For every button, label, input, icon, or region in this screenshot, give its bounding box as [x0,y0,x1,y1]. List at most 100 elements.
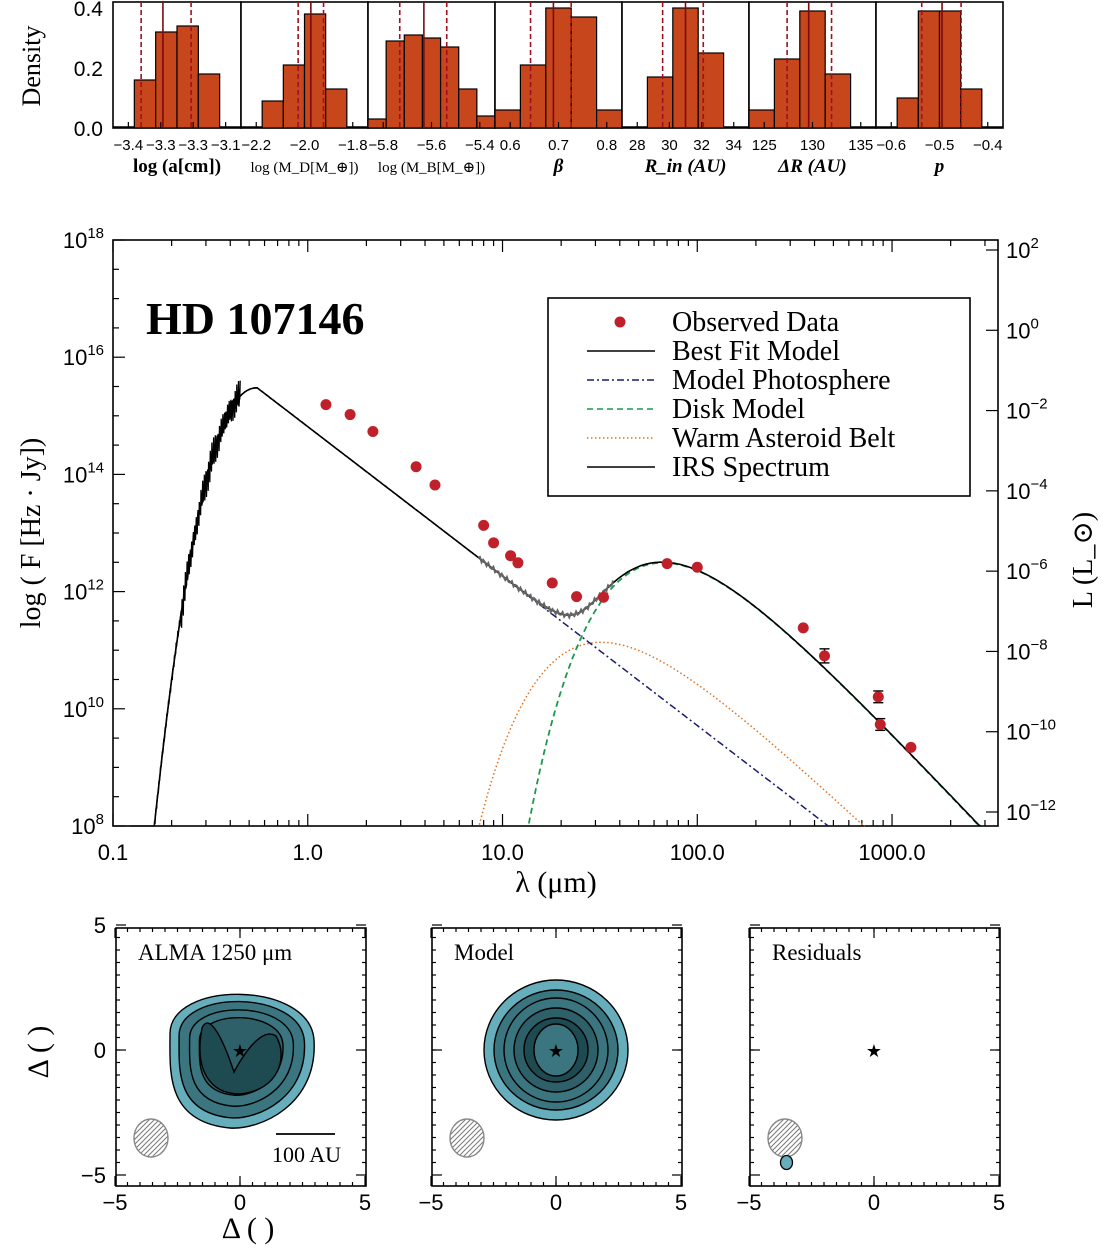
observed-point [367,425,379,437]
hist-bar [824,73,852,129]
hist-param-label: β [553,156,564,177]
beam-hatch-line [450,1119,484,1157]
images-ylabel: Δ ( ) [22,1026,55,1079]
image-panel-title: Residuals [772,940,861,965]
legend-label: Model Photosphere [672,365,891,396]
warm-belt-curve [478,641,865,827]
hist-xtick-label: 0.7 [548,137,569,154]
image-xtick-label: 0 [868,1190,880,1215]
stellar-spectrum [130,380,241,827]
hist-bar [403,34,424,129]
beam-hatch-line [768,1119,802,1157]
observed-point [505,550,517,562]
sed-ytick-label: 1016 [63,342,104,370]
observed-point [429,479,441,491]
observed-point [598,591,610,603]
legend-label: Best Fit Model [672,336,840,367]
hist-bar [545,7,572,129]
beam-hatch-line [450,1119,483,1157]
hist-xtick-label: −1.8 [338,137,368,154]
hist-bar [385,40,405,129]
beam-hatch-line [135,1119,168,1157]
hist-xtick-label: 0.8 [596,137,617,154]
observed-point [478,519,490,531]
beam-hatch [768,1119,802,1157]
beam-hatch-line [768,1119,801,1157]
hist-xtick-label: −3.4 [114,137,144,154]
star-marker: ★ [866,1041,882,1061]
star-marker: ★ [548,1041,564,1061]
hist-xtick-label: 34 [725,137,742,154]
hist-xtick-label: 125 [752,137,777,154]
hist-bar [519,64,547,129]
irs-spectrum [477,555,615,620]
image-xtick-label: 5 [359,1190,371,1215]
beam-hatch-line [134,1119,168,1157]
hist-bar [176,25,199,129]
beam-hatch-line [451,1119,484,1157]
beam-hatch-line [134,1119,167,1157]
sed-y2tick-label: 102 [1006,235,1039,263]
beam-hatch-line [768,1119,802,1157]
sed-ytick-label: 1010 [63,694,104,722]
hist-bar [896,97,919,129]
observed-point [488,537,500,549]
hist-xtick-label: −5.8 [368,137,398,154]
observed-point [512,557,524,569]
beam-hatch-line [134,1119,168,1157]
image-xtick-label: 0 [550,1190,562,1215]
disk-model-curve [528,561,981,827]
beam-hatch-line [450,1119,484,1157]
beam-hatch-line [450,1119,484,1157]
beam-ellipse [449,1118,485,1158]
sed-ytick-label: 1018 [63,225,104,253]
hist-param-label: p [933,156,945,177]
hist-bar [133,79,157,129]
hist-panel-4: 28 30 32 34 R_in (AU) [621,1,750,177]
observed-point [818,650,830,662]
beam-hatch-line [768,1119,802,1157]
hist-bar [595,109,623,129]
image-panel-1: 5 0 −5 ★ Model [418,924,687,1215]
images-xlabel: Δ ( ) [222,1212,275,1245]
hist-xtick-label: 0.6 [500,137,521,154]
hist-bar [748,109,775,129]
image-panel-0: 5 0 −5 100 AU ★ ALMA 1250 μm [102,924,371,1215]
image-xtick-label: −5 [418,1190,443,1215]
beam-hatch-line [134,1119,168,1157]
observed-point [344,409,356,421]
beam-hatch-line [768,1119,802,1157]
hist-bar [303,13,327,129]
beam-hatch [450,1119,484,1157]
sed-plot: HD 107146 log ( F [Hz · Jy]) L (L_⊙) λ (… [16,225,1099,899]
sed-xtick-label: 1000.0 [858,840,925,865]
hist-panel-3: 0.6 0.7 0.8 β [494,1,623,177]
hist-bar [960,88,983,129]
beam-ellipse [133,1118,169,1158]
sed-y2tick-label: 10−10 [1006,717,1056,745]
image-panels: Δ ( ) Δ ( ) 5 0 −5 100 AU ★ ALMA 1250 μm 5 0 −5 ★… [22,913,1005,1245]
sed-y2tick-label: 10−12 [1006,797,1056,825]
image-ytick-label: 5 [94,913,106,938]
hist-bar [155,31,178,129]
hist-xtick-label: −0.4 [973,137,1003,154]
sed-y2label: L (L_⊙) [1068,512,1099,608]
observed-point [872,691,884,703]
residual-blob [779,1154,794,1171]
hist-bar [570,16,598,129]
sed-xtick-label: 0.1 [98,840,129,865]
legend-label: Disk Model [672,394,805,425]
sed-y2tick-label: 10−6 [1006,556,1048,584]
hist-param-label: R_in (AU) [644,156,727,177]
legend-marker [614,316,626,328]
hist-xtick-label: 28 [629,137,646,154]
hist-xtick-label: −3.1 [211,137,241,154]
image-panel-title: ALMA 1250 μm [138,940,292,965]
image-ytick-label: −5 [81,1163,106,1188]
hist-bar [197,73,221,129]
sed-xtick-label: 100.0 [670,840,725,865]
hist-bar [494,109,521,129]
legend-box [547,297,971,497]
